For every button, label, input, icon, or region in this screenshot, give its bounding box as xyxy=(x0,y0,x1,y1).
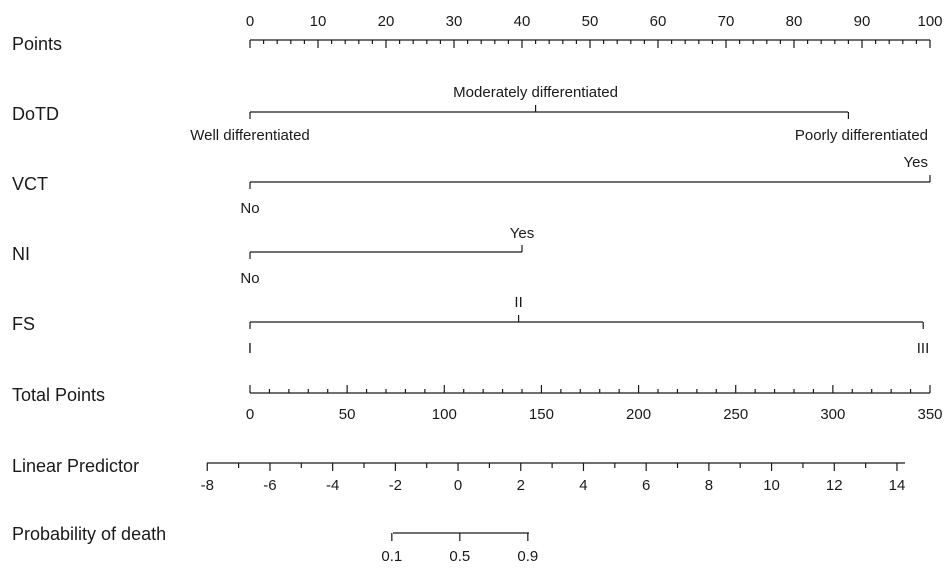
fs-level-label: III xyxy=(917,340,930,357)
linear-predictor-tick-label: 4 xyxy=(579,477,587,494)
linear-predictor-tick-label: 8 xyxy=(705,477,713,494)
dotd-row-label: DoTD xyxy=(12,104,59,124)
total-points-tick-label: 300 xyxy=(820,406,845,423)
probability-tick-label: 0.5 xyxy=(449,548,470,565)
total-points-tick-label: 100 xyxy=(432,406,457,423)
linear-predictor-tick-label: 12 xyxy=(826,477,843,494)
points-tick-label: 30 xyxy=(446,13,463,30)
fs-level-label: I xyxy=(248,340,252,357)
linear-predictor-tick-label: 10 xyxy=(763,477,780,494)
linear-predictor-tick-label: -6 xyxy=(263,477,276,494)
points-tick-label: 40 xyxy=(514,13,531,30)
total-points-tick-label: 200 xyxy=(626,406,651,423)
points-tick-label: 80 xyxy=(786,13,803,30)
points-tick-label: 10 xyxy=(310,13,327,30)
linear-predictor-tick-label: -2 xyxy=(389,477,402,494)
total-points-tick-label: 50 xyxy=(339,406,356,423)
total-points-tick-label: 150 xyxy=(529,406,554,423)
linear-predictor-tick-label: -4 xyxy=(326,477,339,494)
ni-level-label: Yes xyxy=(510,225,534,242)
probability-tick-label: 0.1 xyxy=(381,548,402,565)
probability-tick-label: 0.9 xyxy=(517,548,538,565)
linear-predictor-tick-label: 14 xyxy=(889,477,906,494)
vct-level-label: Yes xyxy=(904,154,928,171)
points-tick-label: 50 xyxy=(582,13,599,30)
points-tick-label: 100 xyxy=(917,13,942,30)
points-tick-label: 70 xyxy=(718,13,735,30)
points-tick-label: 0 xyxy=(246,13,254,30)
linear-predictor-row-label: Linear Predictor xyxy=(12,456,139,476)
points-tick-label: 90 xyxy=(854,13,871,30)
dotd-level-label: Poorly differentiated xyxy=(795,127,928,144)
fs-level-label: II xyxy=(514,294,522,311)
total-points-tick-label: 0 xyxy=(246,406,254,423)
ni-row-label: NI xyxy=(12,244,30,264)
total-points-row-label: Total Points xyxy=(12,385,105,405)
points-row-label: Points xyxy=(12,34,62,54)
ni-level-label: No xyxy=(240,270,259,287)
dotd-level-label: Well differentiated xyxy=(190,127,310,144)
points-tick-label: 60 xyxy=(650,13,667,30)
points-tick-label: 20 xyxy=(378,13,395,30)
linear-predictor-tick-label: 2 xyxy=(517,477,525,494)
dotd-level-label: Moderately differentiated xyxy=(453,84,618,101)
total-points-tick-label: 250 xyxy=(723,406,748,423)
linear-predictor-tick-label: 0 xyxy=(454,477,462,494)
vct-level-label: No xyxy=(240,200,259,217)
linear-predictor-tick-label: 6 xyxy=(642,477,650,494)
total-points-tick-label: 350 xyxy=(917,406,942,423)
probability-row-label: Probability of death xyxy=(12,524,166,544)
linear-predictor-tick-label: -8 xyxy=(201,477,214,494)
fs-row-label: FS xyxy=(12,314,35,334)
vct-row-label: VCT xyxy=(12,174,48,194)
